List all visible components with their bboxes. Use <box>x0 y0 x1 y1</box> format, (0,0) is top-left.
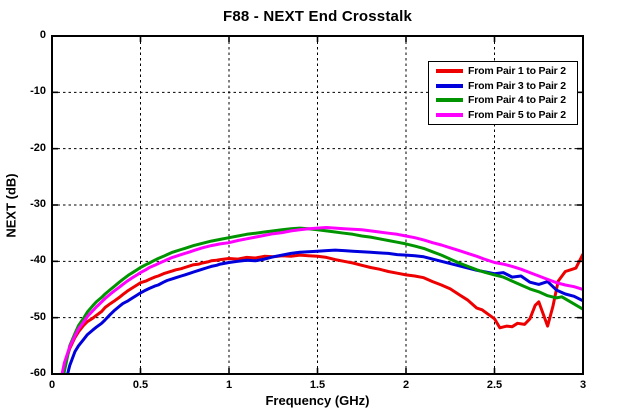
y-tick-label: -40 <box>30 254 46 267</box>
legend-item: From Pair 5 to Pair 2 <box>436 108 575 122</box>
x-tick-label: 2 <box>402 379 410 391</box>
y-tick-label: 0 <box>39 29 46 41</box>
x-tick-label: 0.5 <box>132 379 149 391</box>
chart-title: F88 - NEXT End Crosstalk <box>222 8 412 25</box>
legend: From Pair 1 to Pair 2 From Pair 3 to Pair… <box>428 61 578 125</box>
y-tick-label: -60 <box>30 367 46 379</box>
x-tick-label: 2.5 <box>486 379 503 391</box>
legend-line-sample <box>436 112 463 117</box>
y-tick-label: -50 <box>30 310 46 323</box>
x-tick-label: 1 <box>225 379 233 391</box>
y-tick-label: -10 <box>30 85 46 98</box>
legend-line-sample <box>436 69 463 74</box>
x-tick-label: 0 <box>48 379 56 391</box>
legend-line-sample <box>436 83 463 88</box>
legend-label: From Pair 1 to Pair 2 <box>468 65 566 78</box>
legend-label: From Pair 3 to Pair 2 <box>468 79 566 92</box>
legend-label: From Pair 5 to Pair 2 <box>468 108 566 121</box>
legend-line-sample <box>436 98 463 103</box>
legend-item: From Pair 4 to Pair 2 <box>436 93 575 107</box>
x-tick-label: 3 <box>579 379 587 391</box>
legend-item: From Pair 3 to Pair 2 <box>436 79 575 93</box>
legend-label: From Pair 4 to Pair 2 <box>468 94 566 107</box>
legend-item: From Pair 1 to Pair 2 <box>436 64 575 78</box>
y-tick-label: -20 <box>30 141 46 154</box>
y-tick-label: -30 <box>30 198 46 210</box>
x-axis-label: Frequency (GHz) <box>265 393 370 408</box>
x-tick-label: 1.5 <box>309 379 326 391</box>
